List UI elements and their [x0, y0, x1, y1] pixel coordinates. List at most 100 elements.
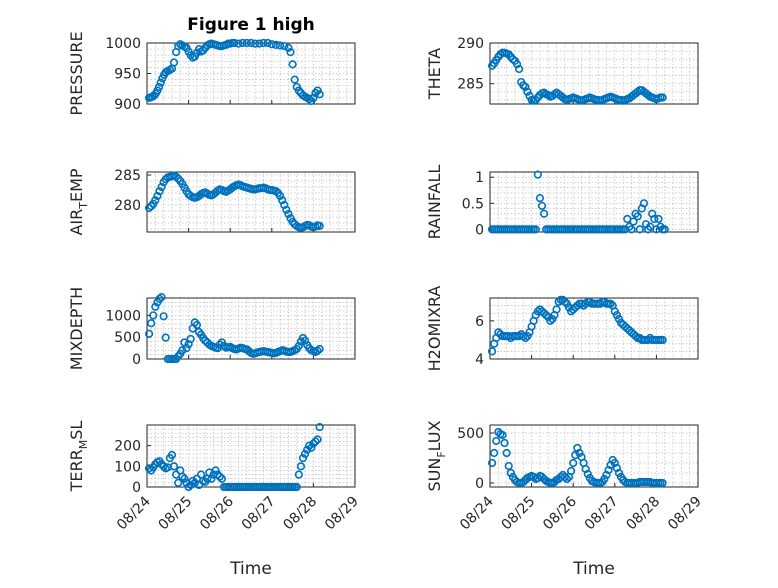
data-point: [190, 478, 199, 487]
y-tick-label: 1000: [105, 308, 141, 324]
y-tick-label: 0: [475, 476, 484, 492]
data-point: [282, 205, 291, 214]
y-tick-label: 500: [114, 330, 141, 346]
data-point: [487, 347, 497, 356]
data-point: [161, 333, 170, 342]
y-tick-label: 285: [457, 77, 484, 93]
y-tick-label: 0.5: [462, 196, 484, 212]
data-point: [159, 462, 168, 471]
data-point: [552, 305, 561, 314]
data-point: [631, 332, 640, 341]
x-tick-label: 08/25: [499, 494, 539, 534]
data-point: [276, 191, 285, 201]
data-point: [184, 482, 193, 492]
x-tick-label: 08/27: [582, 494, 622, 534]
data-point: [525, 91, 534, 100]
y-tick-label: 290: [457, 36, 484, 52]
data-point: [151, 196, 160, 205]
y-tick-label: 280: [114, 198, 141, 214]
data-point: [315, 422, 324, 432]
data-point: [298, 453, 308, 463]
data-point: [294, 470, 303, 479]
data-point: [300, 449, 310, 459]
data-point: [217, 474, 226, 483]
data-point: [639, 199, 649, 208]
data-point: [180, 474, 189, 483]
data-point: [215, 472, 224, 481]
data-point: [178, 346, 187, 355]
plot-area: [489, 171, 699, 233]
plot-area: [146, 171, 356, 233]
data-point: [192, 320, 202, 330]
data-point: [263, 38, 272, 48]
data-point: [278, 196, 287, 205]
data-point: [531, 225, 540, 234]
data-point: [519, 332, 528, 341]
data-point: [167, 450, 177, 460]
data-point: [313, 346, 322, 355]
x-tick-label: 08/26: [540, 493, 580, 533]
axes-frame: [146, 424, 356, 488]
data-point: [292, 482, 301, 492]
data-point: [515, 64, 524, 74]
data-point: [542, 311, 551, 320]
x-axis-label-left: Time: [229, 559, 272, 579]
x-tick-label: 08/26: [197, 493, 237, 533]
plot-area: [146, 42, 356, 105]
data-point: [560, 297, 569, 306]
y-tick-label: 0: [475, 222, 484, 238]
data-point: [533, 170, 542, 179]
data-point: [562, 474, 572, 484]
data-point: [535, 193, 545, 203]
data-point: [629, 217, 638, 226]
data-point: [161, 175, 170, 184]
y-axis-label: SUNFLUX: [425, 420, 448, 491]
data-point: [296, 462, 306, 471]
data-point: [174, 478, 183, 487]
y-axis-label: RAINFALL: [425, 165, 444, 240]
data-point: [500, 438, 509, 448]
y-axis-label: AIRTEMP: [67, 168, 90, 235]
y-tick-label: 100: [114, 459, 141, 475]
data-point: [567, 466, 576, 476]
axes-frame: [489, 424, 699, 488]
subplot-8: 0 500 08/24 08/25 08/26 08/27 08/28 08/29 SUNFLU…: [425, 420, 705, 533]
data-point: [305, 441, 314, 450]
data-point: [144, 464, 154, 473]
data-point: [144, 203, 154, 213]
data-point: [156, 78, 165, 87]
data-point: [280, 200, 289, 210]
data-point: [294, 341, 303, 351]
data-point: [521, 333, 530, 343]
axes-frame: [146, 171, 356, 233]
data-point: [178, 472, 187, 481]
figure-title: Figure 1 high: [187, 15, 315, 35]
data-point: [172, 172, 181, 181]
data-point: [504, 461, 513, 471]
data-point: [157, 460, 166, 469]
y-tick-label: 4: [475, 352, 484, 368]
subplot-7: 0 100 200 08/24 08/25 08/26 08/27 08/28 08/29 TER…: [67, 421, 362, 534]
y-axis-label: PRESSURE: [67, 31, 86, 115]
data-point: [606, 299, 615, 308]
y-tick-label: 285: [114, 168, 141, 184]
data-point: [498, 430, 507, 440]
data-point: [144, 329, 154, 338]
data-point: [284, 43, 293, 52]
data-point: [211, 466, 220, 475]
y-axis-label: H2OMIXRA: [425, 286, 444, 372]
data-point: [288, 60, 297, 69]
data-point: [159, 312, 168, 321]
x-tick-label: 08/25: [156, 494, 196, 534]
y-tick-label: 0: [132, 352, 141, 368]
data-point: [255, 39, 264, 48]
y-tick-label: 6: [475, 314, 484, 330]
data-point: [155, 294, 164, 303]
y-tick-label: 1: [475, 170, 484, 186]
y-tick-label: 0: [132, 480, 141, 496]
data-point: [633, 212, 642, 221]
data-point: [230, 38, 239, 48]
data-point: [614, 468, 624, 478]
